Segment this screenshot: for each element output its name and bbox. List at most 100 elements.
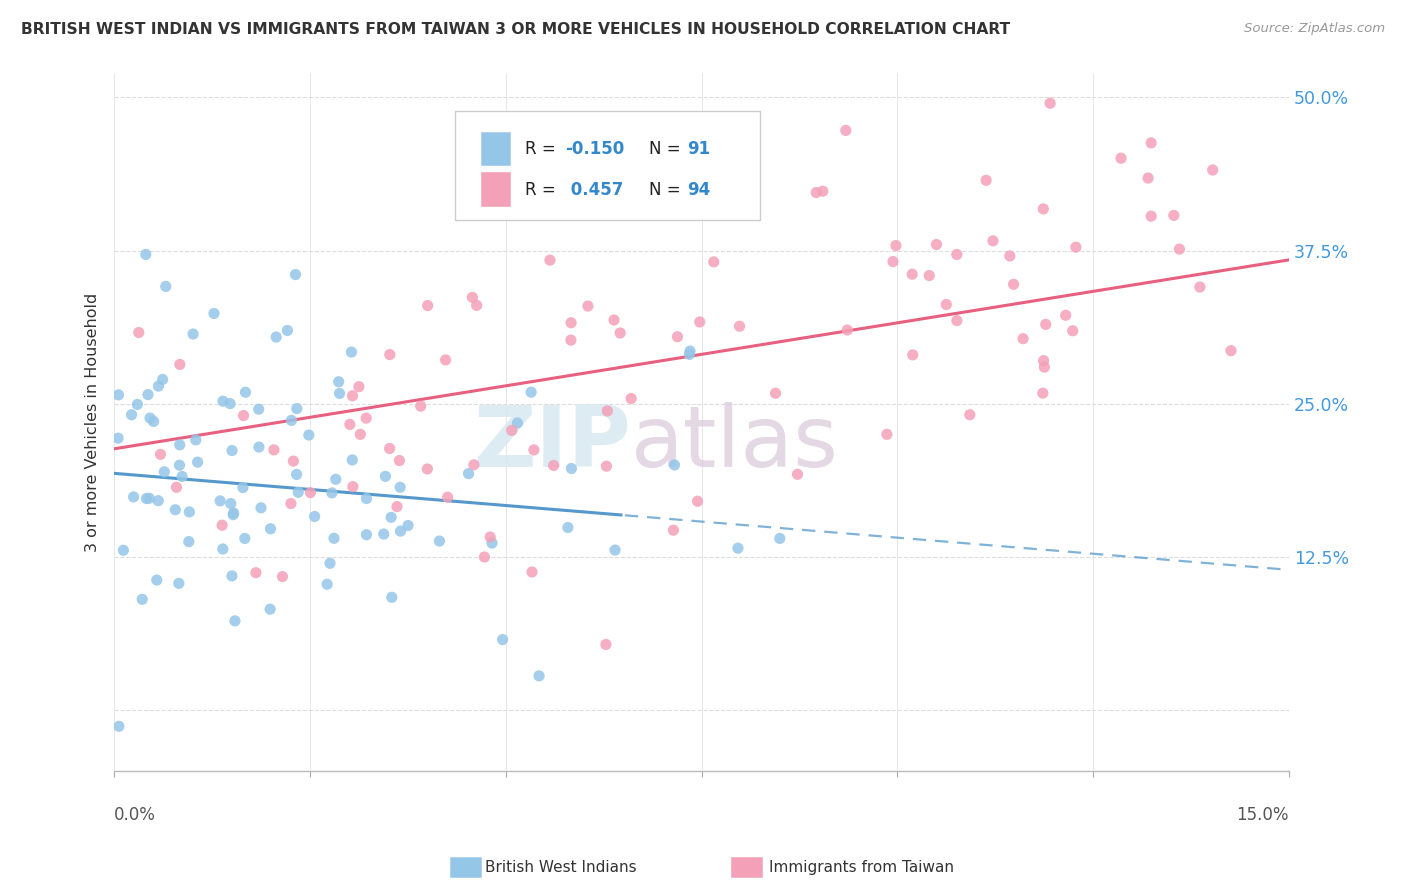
Point xyxy=(1032,353,1054,368)
Point xyxy=(356,491,378,506)
Point xyxy=(416,299,439,313)
Point xyxy=(219,497,242,511)
Point xyxy=(811,184,834,198)
Point xyxy=(131,592,153,607)
Point xyxy=(325,472,347,486)
Point xyxy=(1064,240,1087,254)
Point xyxy=(835,123,858,137)
Point xyxy=(349,427,371,442)
Point xyxy=(222,506,245,520)
Point xyxy=(1137,171,1160,186)
Point xyxy=(664,458,686,472)
Text: BRITISH WEST INDIAN VS IMMIGRANTS FROM TAIWAN 3 OR MORE VEHICLES IN HOUSEHOLD CO: BRITISH WEST INDIAN VS IMMIGRANTS FROM T… xyxy=(21,22,1011,37)
Point xyxy=(901,267,924,281)
Point xyxy=(250,500,273,515)
Point xyxy=(603,313,626,327)
Point xyxy=(603,543,626,558)
Point xyxy=(184,433,207,447)
Point xyxy=(998,249,1021,263)
Point xyxy=(342,453,364,467)
Point xyxy=(285,467,308,482)
Point xyxy=(139,411,162,425)
Point xyxy=(686,494,709,508)
Point xyxy=(703,255,725,269)
Point xyxy=(222,508,245,522)
Point xyxy=(342,480,364,494)
Point xyxy=(232,481,254,495)
Point xyxy=(918,268,941,283)
Point xyxy=(340,345,363,359)
Point xyxy=(212,394,235,409)
Point xyxy=(148,379,170,393)
Point xyxy=(959,408,981,422)
Point xyxy=(329,386,352,401)
Point xyxy=(1220,343,1243,358)
Point xyxy=(136,387,159,401)
Point xyxy=(145,573,167,587)
Point xyxy=(557,520,579,534)
Point xyxy=(153,465,176,479)
Point xyxy=(474,549,496,564)
Point xyxy=(1012,332,1035,346)
Point xyxy=(107,431,129,445)
Point xyxy=(152,372,174,386)
Text: atlas: atlas xyxy=(631,401,839,484)
Point xyxy=(882,254,904,268)
Point xyxy=(925,237,948,252)
Point xyxy=(135,491,157,506)
Text: -0.150: -0.150 xyxy=(565,140,624,158)
Text: 91: 91 xyxy=(688,140,710,158)
Point xyxy=(169,438,191,452)
Point xyxy=(1032,202,1054,216)
Point xyxy=(1035,318,1057,332)
Point xyxy=(339,417,361,432)
Text: 0.0%: 0.0% xyxy=(114,806,156,824)
Point xyxy=(165,480,187,494)
Point xyxy=(202,306,225,320)
Point xyxy=(576,299,599,313)
Point xyxy=(396,518,419,533)
Point xyxy=(728,319,751,334)
Bar xyxy=(481,172,510,206)
Point xyxy=(142,414,165,428)
Point xyxy=(374,469,396,483)
Point xyxy=(170,469,193,483)
Point xyxy=(284,268,307,282)
Text: 94: 94 xyxy=(688,180,710,199)
Point xyxy=(135,247,157,261)
Point xyxy=(520,565,543,579)
Point xyxy=(373,527,395,541)
Point xyxy=(259,522,281,536)
Point xyxy=(388,453,411,467)
Point xyxy=(1140,136,1163,150)
Point xyxy=(138,491,160,506)
Point xyxy=(1168,242,1191,256)
Point xyxy=(806,186,828,200)
Point xyxy=(209,494,232,508)
Point xyxy=(280,497,302,511)
FancyBboxPatch shape xyxy=(454,112,761,219)
Text: ZIP: ZIP xyxy=(474,401,631,484)
Point xyxy=(224,614,246,628)
Point xyxy=(946,247,969,261)
Point xyxy=(974,173,997,187)
Point xyxy=(1140,209,1163,223)
Text: R =: R = xyxy=(526,180,561,199)
Text: N =: N = xyxy=(648,140,686,158)
Point xyxy=(876,427,898,442)
Point xyxy=(127,397,149,411)
Point xyxy=(298,428,321,442)
Point xyxy=(465,298,488,312)
Point xyxy=(328,375,350,389)
Point xyxy=(560,461,582,475)
Point xyxy=(596,404,619,418)
Point xyxy=(378,347,401,361)
Point xyxy=(935,297,957,311)
Point xyxy=(155,279,177,293)
Text: 15.0%: 15.0% xyxy=(1236,806,1289,824)
Point xyxy=(901,348,924,362)
Point xyxy=(1163,208,1185,222)
Point xyxy=(112,543,135,558)
Point xyxy=(319,556,342,570)
Point xyxy=(981,234,1004,248)
